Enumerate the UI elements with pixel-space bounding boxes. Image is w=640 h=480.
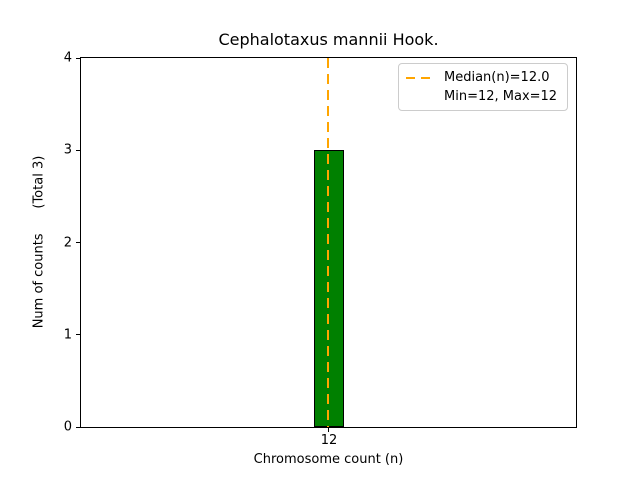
- y-tick-mark: [76, 57, 80, 59]
- y-tick-label: 2: [63, 235, 72, 250]
- legend-entry-median: Median(n)=12.0: [406, 68, 560, 87]
- y-tick-label: 0: [63, 419, 72, 435]
- y-tick-mark: [76, 149, 80, 151]
- y-tick-mark: [76, 334, 80, 336]
- y-tick-mark: [76, 426, 80, 428]
- plot-area: Median(n)=12.0 Min=12, Max=12: [80, 57, 577, 428]
- chart-title: Cephalotaxus mannii Hook.: [218, 30, 439, 49]
- legend-label-minmax: Min=12, Max=12: [444, 89, 558, 104]
- histogram-bar: [314, 150, 344, 427]
- x-axis-label: Chromosome count (n): [253, 452, 404, 467]
- legend-empty-sample: [406, 96, 432, 98]
- y-axis-label: Num of counts (Total 3): [31, 155, 47, 329]
- legend-entry-minmax: Min=12, Max=12: [406, 87, 560, 106]
- legend-dashed-line-sample: [406, 76, 432, 79]
- legend-label-median: Median(n)=12.0: [444, 70, 550, 85]
- y-tick-label: 3: [63, 142, 72, 158]
- median-line: [327, 58, 329, 427]
- x-tick-mark: [328, 428, 329, 432]
- x-tick-label: 12: [320, 433, 338, 448]
- y-tick-label: 1: [63, 327, 72, 343]
- y-tick-label: 4: [63, 50, 72, 66]
- y-tick-mark: [76, 242, 80, 243]
- legend: Median(n)=12.0 Min=12, Max=12: [398, 63, 568, 111]
